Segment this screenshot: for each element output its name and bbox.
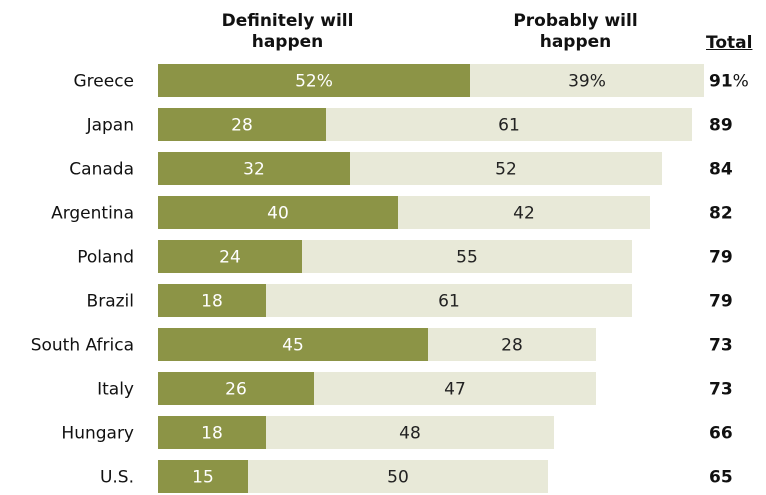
bar-probably-label: 61 bbox=[498, 116, 520, 136]
total-value: 84 bbox=[709, 160, 733, 180]
country-label: Italy bbox=[97, 380, 134, 400]
bar-probably bbox=[266, 284, 632, 317]
bar-definitely bbox=[158, 240, 302, 273]
bar-probably bbox=[350, 152, 662, 185]
country-label: Poland bbox=[77, 248, 134, 268]
total-value: 66 bbox=[709, 424, 733, 444]
bar-definitely bbox=[158, 460, 248, 493]
bar-probably bbox=[470, 64, 704, 97]
bar-definitely bbox=[158, 284, 266, 317]
country-label: U.S. bbox=[100, 468, 134, 488]
bar-definitely-label: 40 bbox=[267, 204, 289, 224]
total-value: 65 bbox=[709, 468, 733, 488]
bar-definitely bbox=[158, 416, 266, 449]
bar-definitely-label: 26 bbox=[225, 380, 247, 400]
total-value: 73 bbox=[709, 380, 733, 400]
bar-probably-label: 28 bbox=[501, 336, 523, 356]
bar-definitely-label: 24 bbox=[219, 248, 241, 268]
bar-definitely bbox=[158, 64, 470, 97]
country-label: Hungary bbox=[61, 424, 134, 444]
bar-definitely-label: 18 bbox=[201, 292, 223, 312]
bar-definitely bbox=[158, 152, 350, 185]
country-label: Argentina bbox=[51, 204, 134, 224]
bar-probably bbox=[398, 196, 650, 229]
total-value: 79 bbox=[709, 292, 733, 312]
legend-definitely-will-happen: Definitely will happen bbox=[221, 11, 354, 52]
bar-definitely-label: 15 bbox=[192, 468, 214, 488]
bar-probably-label: 48 bbox=[399, 424, 421, 444]
bar-definitely-label: 52% bbox=[295, 72, 333, 92]
bar-probably-label: 50 bbox=[387, 468, 409, 488]
country-label: Greece bbox=[73, 72, 134, 92]
total-value: 89 bbox=[709, 116, 733, 136]
country-label: Canada bbox=[69, 160, 134, 180]
bar-probably bbox=[302, 240, 632, 273]
bar-probably bbox=[266, 416, 554, 449]
total-value: 73 bbox=[709, 336, 733, 356]
country-label: South Africa bbox=[31, 336, 134, 356]
bar-probably-label: 42 bbox=[513, 204, 535, 224]
legend-probably-will-happen: Probably will happen bbox=[513, 11, 638, 52]
bar-probably-label: 55 bbox=[456, 248, 478, 268]
bar-definitely bbox=[158, 196, 398, 229]
bar-probably-label: 52 bbox=[495, 160, 517, 180]
country-label: Japan bbox=[86, 116, 134, 136]
total-value: 91% bbox=[709, 72, 749, 92]
country-label: Brazil bbox=[87, 292, 134, 312]
bar-definitely bbox=[158, 108, 326, 141]
bar-probably-label: 39% bbox=[568, 72, 606, 92]
bar-probably-label: 61 bbox=[438, 292, 460, 312]
bar-probably bbox=[314, 372, 596, 405]
total-value: 82 bbox=[709, 204, 733, 224]
bar-definitely-label: 32 bbox=[243, 160, 265, 180]
total-column-header: Total bbox=[706, 33, 753, 53]
bar-probably bbox=[428, 328, 596, 361]
bar-probably-label: 47 bbox=[444, 380, 466, 400]
bar-definitely bbox=[158, 372, 314, 405]
total-percent-suffix: % bbox=[733, 72, 749, 92]
bar-definitely-label: 28 bbox=[231, 116, 253, 136]
total-value: 79 bbox=[709, 248, 733, 268]
bar-definitely-label: 45 bbox=[282, 336, 304, 356]
bar-probably bbox=[326, 108, 692, 141]
bar-definitely-label: 18 bbox=[201, 424, 223, 444]
bar-definitely bbox=[158, 328, 428, 361]
bar-probably bbox=[248, 460, 548, 493]
